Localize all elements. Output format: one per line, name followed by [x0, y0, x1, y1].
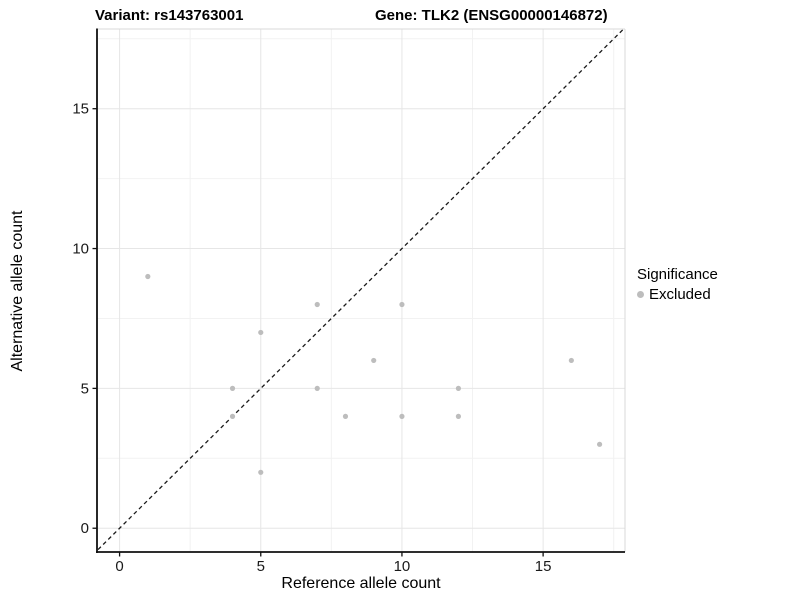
data-point [568, 357, 574, 364]
x-tick-label: 10 [394, 558, 411, 575]
data-point [314, 385, 320, 391]
data-point [145, 273, 151, 280]
identity-reference-line [97, 29, 625, 552]
y-tick-label: 0 [81, 520, 89, 537]
excluded-point-icon [637, 291, 644, 298]
legend: Significance Excluded [637, 266, 718, 303]
series-excluded [145, 273, 603, 475]
x-tick-label: 0 [115, 558, 123, 575]
tick-labels: 0 5 10 15 0 5 10 15 [72, 101, 551, 575]
y-tick-label: 10 [72, 241, 89, 258]
data-point [455, 413, 462, 419]
gene-title: Gene: TLK2 (ENSG00000146872) [375, 7, 608, 24]
data-point [314, 301, 320, 308]
major-gridlines [97, 29, 625, 552]
x-axis-title: Reference allele count [281, 575, 441, 592]
data-point [399, 413, 405, 419]
y-tick-label: 15 [72, 101, 89, 118]
data-point [342, 413, 349, 419]
x-tick-label: 15 [535, 558, 552, 575]
data-point [371, 357, 377, 364]
data-point [258, 469, 264, 475]
minor-gridlines [97, 29, 625, 552]
y-axis-title: Alternative allele count [9, 210, 26, 372]
variant-title: Variant: rs143763001 [95, 7, 244, 24]
legend-title: Significance [637, 266, 718, 283]
data-point [258, 329, 264, 336]
panel-border [96, 28, 626, 553]
data-point [596, 441, 603, 447]
x-tick-label: 5 [257, 558, 265, 575]
data-point [229, 385, 236, 391]
y-tick-label: 5 [81, 380, 89, 397]
data-point [229, 413, 236, 419]
legend-entry-excluded: Excluded [637, 286, 718, 303]
legend-entry-label: Excluded [649, 286, 711, 303]
tick-marks [92, 108, 544, 557]
data-point [455, 385, 462, 391]
data-point [399, 301, 405, 308]
